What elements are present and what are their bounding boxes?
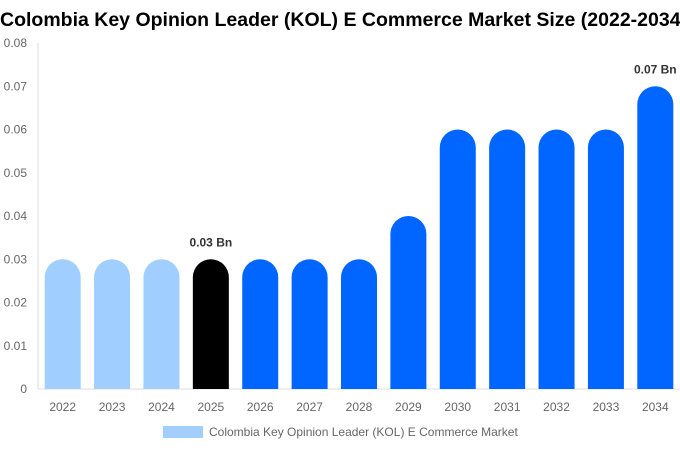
x-tick-label: 2028 [346,400,373,414]
bar-2022 [44,259,81,389]
legend-swatch [163,426,203,438]
y-tick-label: 0.06 [4,123,28,137]
y-tick-label: 0 [20,382,27,396]
data-label: 0.07 Bn [634,62,677,76]
x-tick-label: 2032 [543,400,570,414]
x-tick-label: 2024 [148,400,175,414]
bar-2029 [390,216,427,389]
y-tick-label: 0.03 [4,252,28,266]
y-tick-label: 0.05 [4,166,28,180]
bar-2027 [291,259,328,389]
bar-2024 [143,259,180,389]
bar-2025 [192,259,229,389]
bar-2031 [489,129,526,389]
y-tick-label: 0.02 [4,296,28,310]
bar-2032 [538,129,575,389]
legend-label: Colombia Key Opinion Leader (KOL) E Comm… [209,425,518,439]
x-tick-label: 2027 [296,400,323,414]
bar-2028 [341,259,377,389]
x-tick-label: 2022 [49,400,76,414]
y-tick-label: 0.07 [4,79,28,93]
y-tick-label: 0.01 [4,339,28,353]
x-tick-label: 2026 [247,400,274,414]
bar-2034 [637,86,674,389]
bar-2030 [439,129,476,389]
bar-2033 [587,129,624,389]
x-tick-label: 2023 [99,400,126,414]
y-tick-label: 0.08 [4,36,28,50]
x-tick-label: 2025 [197,400,224,414]
legend[interactable]: Colombia Key Opinion Leader (KOL) E Comm… [163,425,518,439]
bar-2026 [242,259,279,389]
x-tick-label: 2031 [494,400,521,414]
bar-2023 [94,259,131,389]
x-tick-label: 2030 [444,400,471,414]
x-tick-label: 2034 [642,400,669,414]
y-tick-label: 0.04 [4,209,28,223]
chart-title: Colombia Key Opinion Leader (KOL) E Comm… [0,9,680,31]
x-tick-label: 2029 [395,400,422,414]
data-label: 0.03 Bn [190,235,233,249]
x-tick-label: 2033 [593,400,620,414]
